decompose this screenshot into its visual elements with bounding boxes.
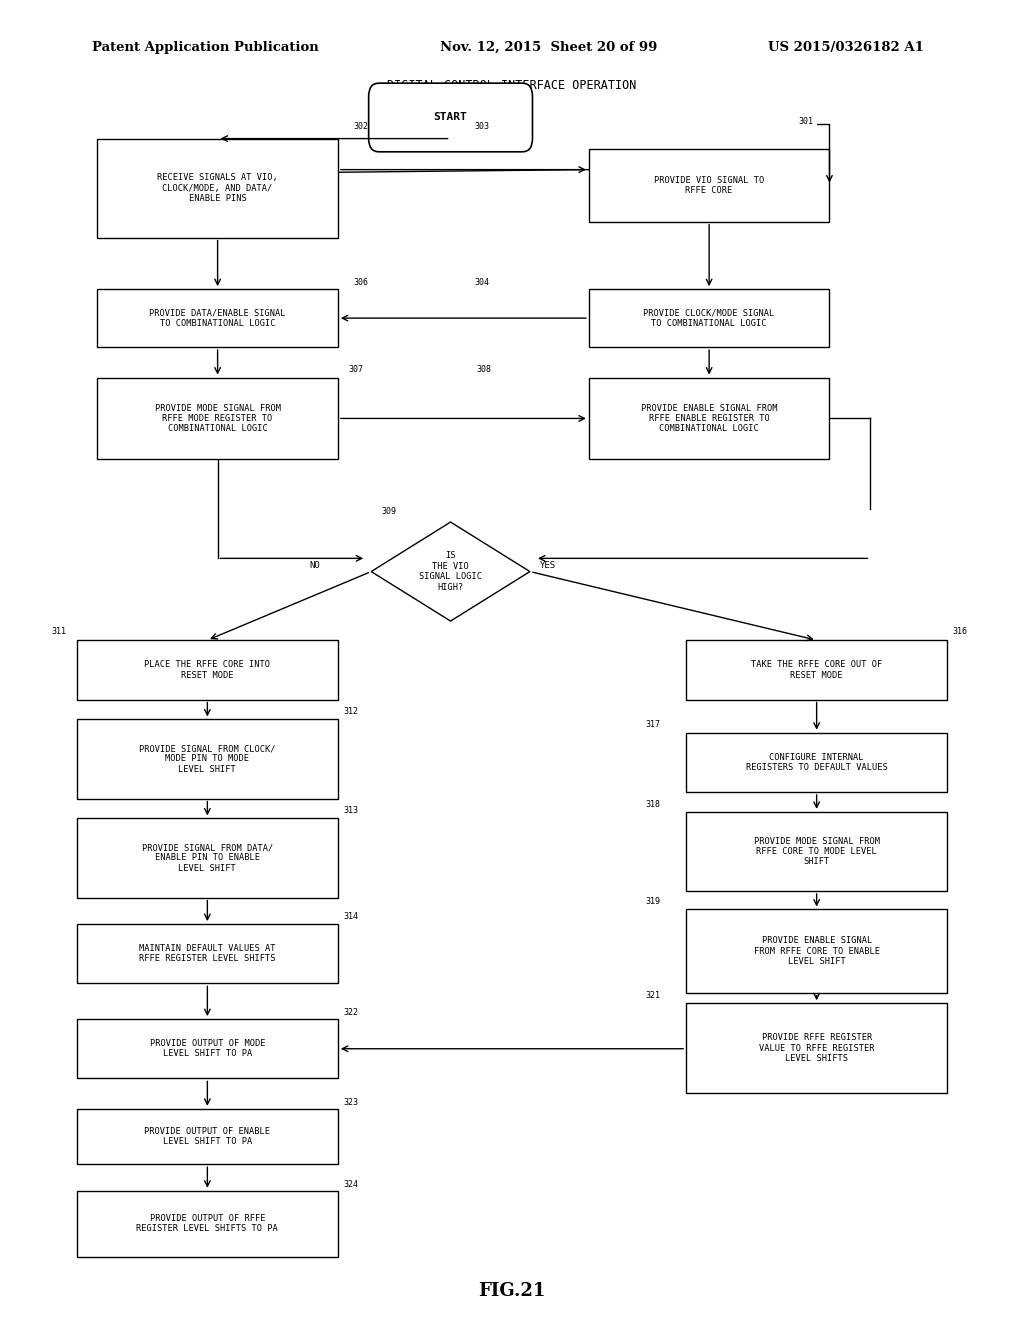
FancyBboxPatch shape xyxy=(97,289,338,347)
Polygon shape xyxy=(371,523,530,622)
FancyBboxPatch shape xyxy=(589,289,829,347)
Text: 321: 321 xyxy=(645,991,660,1001)
FancyBboxPatch shape xyxy=(77,1109,338,1164)
Text: US 2015/0326182 A1: US 2015/0326182 A1 xyxy=(768,41,924,54)
FancyBboxPatch shape xyxy=(77,1019,338,1078)
FancyBboxPatch shape xyxy=(97,378,338,459)
Text: Nov. 12, 2015  Sheet 20 of 99: Nov. 12, 2015 Sheet 20 of 99 xyxy=(440,41,657,54)
Text: PROVIDE ENABLE SIGNAL FROM
RFFE ENABLE REGISTER TO
COMBINATIONAL LOGIC: PROVIDE ENABLE SIGNAL FROM RFFE ENABLE R… xyxy=(641,404,777,433)
Text: 314: 314 xyxy=(343,912,358,921)
Text: DIGITAL CONTROL INTERFACE OPERATION: DIGITAL CONTROL INTERFACE OPERATION xyxy=(387,79,637,92)
Text: 323: 323 xyxy=(343,1098,358,1107)
Text: PLACE THE RFFE CORE INTO
RESET MODE: PLACE THE RFFE CORE INTO RESET MODE xyxy=(144,660,270,680)
Text: IS
THE VIO
SIGNAL LOGIC
HIGH?: IS THE VIO SIGNAL LOGIC HIGH? xyxy=(419,552,482,591)
Text: 319: 319 xyxy=(645,898,660,907)
FancyBboxPatch shape xyxy=(369,83,532,152)
Text: 308: 308 xyxy=(476,366,492,375)
Text: 311: 311 xyxy=(51,627,67,636)
Text: 301: 301 xyxy=(799,117,814,127)
Text: 302: 302 xyxy=(353,123,369,132)
Text: START: START xyxy=(434,112,467,123)
FancyBboxPatch shape xyxy=(77,719,338,799)
Text: PROVIDE SIGNAL FROM CLOCK/
MODE PIN TO MODE
LEVEL SHIFT: PROVIDE SIGNAL FROM CLOCK/ MODE PIN TO M… xyxy=(139,744,275,774)
FancyBboxPatch shape xyxy=(589,378,829,459)
FancyBboxPatch shape xyxy=(77,1191,338,1257)
Text: RECEIVE SIGNALS AT VIO,
CLOCK/MODE, AND DATA/
ENABLE PINS: RECEIVE SIGNALS AT VIO, CLOCK/MODE, AND … xyxy=(158,173,278,203)
Text: FIG.21: FIG.21 xyxy=(478,1282,546,1300)
FancyBboxPatch shape xyxy=(97,139,338,238)
FancyBboxPatch shape xyxy=(589,149,829,222)
Text: NO: NO xyxy=(309,561,321,570)
Text: YES: YES xyxy=(541,561,556,570)
Text: TAKE THE RFFE CORE OUT OF
RESET MODE: TAKE THE RFFE CORE OUT OF RESET MODE xyxy=(751,660,883,680)
Text: PROVIDE OUTPUT OF RFFE
REGISTER LEVEL SHIFTS TO PA: PROVIDE OUTPUT OF RFFE REGISTER LEVEL SH… xyxy=(136,1214,279,1233)
FancyBboxPatch shape xyxy=(686,1003,947,1093)
FancyBboxPatch shape xyxy=(77,818,338,898)
Text: PROVIDE VIO SIGNAL TO
RFFE CORE: PROVIDE VIO SIGNAL TO RFFE CORE xyxy=(654,176,764,195)
Text: PROVIDE DATA/ENABLE SIGNAL
TO COMBINATIONAL LOGIC: PROVIDE DATA/ENABLE SIGNAL TO COMBINATIO… xyxy=(150,309,286,327)
Text: PROVIDE ENABLE SIGNAL
FROM RFFE CORE TO ENABLE
LEVEL SHIFT: PROVIDE ENABLE SIGNAL FROM RFFE CORE TO … xyxy=(754,936,880,966)
Text: CONFIGURE INTERNAL
REGISTERS TO DEFAULT VALUES: CONFIGURE INTERNAL REGISTERS TO DEFAULT … xyxy=(745,752,888,772)
Text: PROVIDE CLOCK/MODE SIGNAL
TO COMBINATIONAL LOGIC: PROVIDE CLOCK/MODE SIGNAL TO COMBINATION… xyxy=(643,309,775,327)
Text: PROVIDE OUTPUT OF ENABLE
LEVEL SHIFT TO PA: PROVIDE OUTPUT OF ENABLE LEVEL SHIFT TO … xyxy=(144,1127,270,1146)
Text: 313: 313 xyxy=(343,807,358,816)
Text: Patent Application Publication: Patent Application Publication xyxy=(92,41,318,54)
Text: MAINTAIN DEFAULT VALUES AT
RFFE REGISTER LEVEL SHIFTS: MAINTAIN DEFAULT VALUES AT RFFE REGISTER… xyxy=(139,944,275,964)
Text: 312: 312 xyxy=(343,708,358,717)
Text: 318: 318 xyxy=(645,800,660,809)
Text: 324: 324 xyxy=(343,1180,358,1189)
Text: 303: 303 xyxy=(474,123,489,132)
FancyBboxPatch shape xyxy=(77,924,338,983)
Text: PROVIDE MODE SIGNAL FROM
RFFE CORE TO MODE LEVEL
SHIFT: PROVIDE MODE SIGNAL FROM RFFE CORE TO MO… xyxy=(754,837,880,866)
Text: PROVIDE SIGNAL FROM DATA/
ENABLE PIN TO ENABLE
LEVEL SHIFT: PROVIDE SIGNAL FROM DATA/ ENABLE PIN TO … xyxy=(141,843,273,873)
Text: 317: 317 xyxy=(645,721,660,730)
Text: 309: 309 xyxy=(381,507,396,516)
FancyBboxPatch shape xyxy=(686,640,947,700)
Text: 306: 306 xyxy=(353,279,369,288)
Text: 316: 316 xyxy=(952,627,968,636)
Text: 307: 307 xyxy=(348,366,364,375)
FancyBboxPatch shape xyxy=(686,733,947,792)
Text: 304: 304 xyxy=(474,279,489,288)
Text: 322: 322 xyxy=(343,1008,358,1018)
Text: PROVIDE MODE SIGNAL FROM
RFFE MODE REGISTER TO
COMBINATIONAL LOGIC: PROVIDE MODE SIGNAL FROM RFFE MODE REGIS… xyxy=(155,404,281,433)
FancyBboxPatch shape xyxy=(77,640,338,700)
Text: PROVIDE RFFE REGISTER
VALUE TO RFFE REGISTER
LEVEL SHIFTS: PROVIDE RFFE REGISTER VALUE TO RFFE REGI… xyxy=(759,1034,874,1063)
FancyBboxPatch shape xyxy=(686,812,947,891)
Text: PROVIDE OUTPUT OF MODE
LEVEL SHIFT TO PA: PROVIDE OUTPUT OF MODE LEVEL SHIFT TO PA xyxy=(150,1039,265,1059)
FancyBboxPatch shape xyxy=(686,909,947,993)
